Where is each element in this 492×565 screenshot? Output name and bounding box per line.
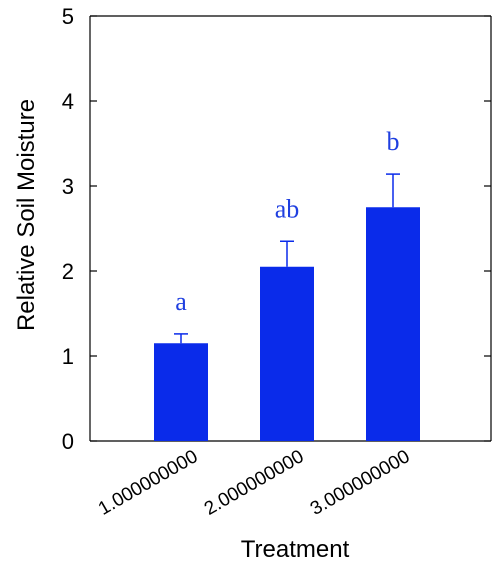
y-tick-label: 0 [62,429,74,454]
x-axis-title: Treatment [241,536,350,563]
significance-label: b [387,127,400,156]
significance-label: ab [275,194,300,223]
x-tick-label: 3.000000000 [307,446,414,520]
bar [260,266,314,441]
significance-labels-group: a ab b [175,127,399,316]
y-tick-label: 4 [62,89,74,114]
bar [366,207,420,441]
bars-group [154,207,420,441]
y-axis-title: Relative Soil Moisture [13,99,40,331]
x-axis-tick-labels: 1.000000000 2.000000000 3.000000000 [95,446,414,520]
y-tick-label: 5 [62,4,74,29]
bar [154,343,208,441]
x-tick-label: 2.000000000 [201,446,308,520]
x-tick-label: 1.000000000 [95,446,202,520]
significance-label: a [175,287,187,316]
y-tick-label: 3 [62,174,74,199]
y-tick-label: 1 [62,344,74,369]
y-tick-label: 2 [62,259,74,284]
error-bars-group [174,173,400,344]
y-axis-ticks: 0 1 2 3 4 5 [62,4,491,454]
